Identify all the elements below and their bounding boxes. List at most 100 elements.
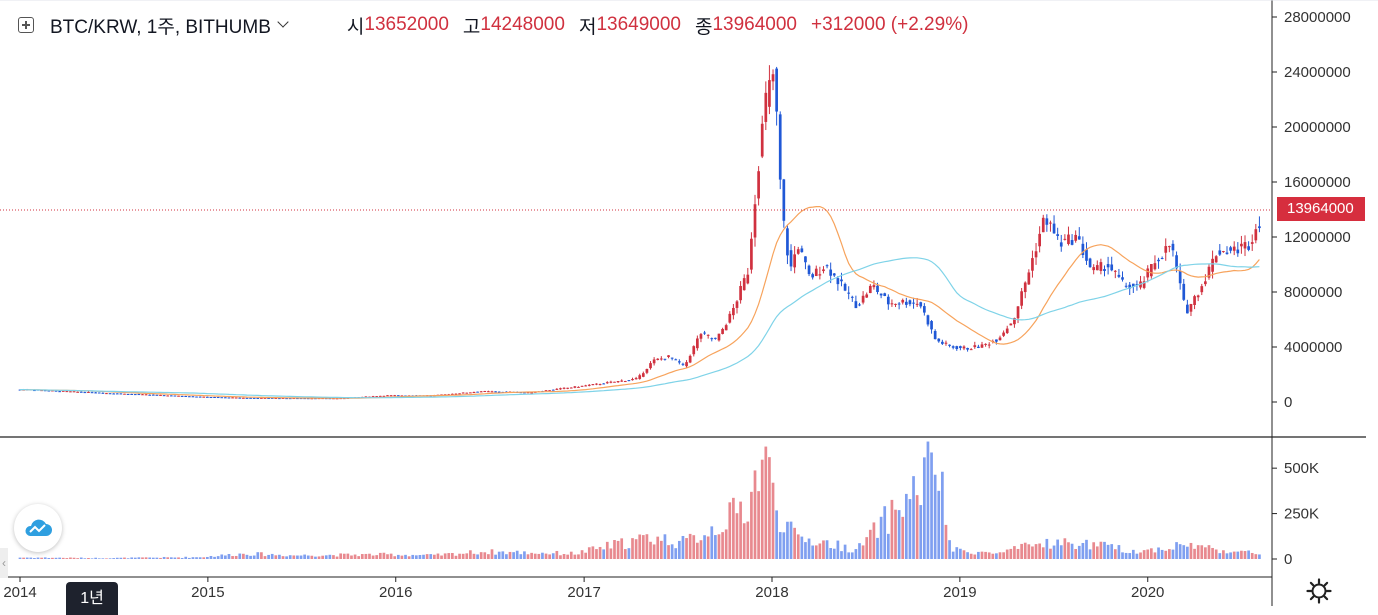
candle-body: [90, 392, 94, 394]
volume-bar: [1250, 552, 1254, 559]
volume-bar: [991, 553, 995, 559]
volume-bar: [1218, 553, 1222, 559]
candle-body: [1099, 262, 1103, 271]
volume-bar: [865, 537, 869, 559]
volume-bar: [537, 553, 541, 559]
timeframe-button[interactable]: 1년: [66, 582, 118, 615]
volume-bar: [141, 557, 144, 559]
candle-body: [667, 355, 670, 358]
volume-bar: [649, 541, 652, 559]
candle-body: [980, 344, 984, 348]
candle-body: [843, 283, 847, 291]
volume-bar: [285, 556, 288, 559]
volume-bar: [631, 538, 634, 559]
candle-body: [883, 293, 887, 296]
last-price-tag: 13964000: [1277, 197, 1365, 221]
volume-bar: [1113, 549, 1117, 559]
volume-bar: [1247, 550, 1250, 559]
candle-body: [58, 391, 61, 393]
tradingview-logo[interactable]: [14, 504, 62, 552]
volume-bar: [432, 554, 436, 559]
volume-bar: [1232, 551, 1236, 559]
volume-bar: [1236, 551, 1240, 559]
volume-bar: [252, 555, 256, 559]
candle-body: [141, 394, 144, 396]
volume-bar: [645, 534, 649, 559]
symbol-label[interactable]: BTC/KRW, 1주, BITHUMB: [50, 16, 271, 38]
volume-bar: [577, 554, 580, 559]
volume-bar: [836, 540, 840, 559]
volume-bar: [234, 555, 238, 559]
volume-bar: [429, 554, 433, 559]
candle-body: [638, 375, 642, 379]
volume-bar: [40, 557, 43, 559]
volume-bar: [966, 552, 969, 559]
close-label: 종: [694, 16, 713, 38]
volume-bar: [602, 549, 606, 559]
candle-body: [465, 392, 469, 394]
volume-bar: [1034, 544, 1038, 559]
price-tick-label: 0: [1284, 394, 1292, 411]
volume-bar: [897, 510, 901, 559]
candle-body: [962, 346, 966, 349]
candle-body: [242, 397, 245, 399]
volume-bar: [274, 555, 278, 559]
volume-bar: [1110, 544, 1114, 559]
candle-body: [868, 285, 872, 294]
scroll-left-handle[interactable]: ‹: [0, 548, 8, 578]
volume-bar: [216, 556, 220, 559]
candle-body: [937, 338, 941, 342]
volume-bar: [1045, 538, 1049, 559]
candle-body: [469, 392, 472, 394]
candle-body: [609, 381, 613, 383]
candle-body: [724, 325, 728, 331]
volume-bar: [800, 536, 804, 559]
moving-average-short: [20, 206, 1260, 399]
candle-body: [285, 398, 288, 400]
volume-bar: [505, 554, 508, 559]
volume-bar: [746, 521, 750, 559]
candle-body: [1038, 233, 1041, 247]
candle-body: [234, 397, 238, 399]
candle-body: [1131, 283, 1135, 287]
gear-icon[interactable]: [1306, 578, 1332, 604]
candle-body: [494, 391, 497, 393]
volume-bar: [710, 526, 714, 559]
volume-bar: [587, 547, 591, 559]
volume-bar: [1020, 543, 1023, 559]
volume-bar: [850, 552, 854, 559]
volume-bar: [1052, 545, 1056, 559]
candle-body: [1175, 255, 1178, 269]
volume-bar: [342, 553, 346, 559]
volume-bar: [33, 558, 36, 559]
volume-bar: [368, 553, 371, 559]
candle-body: [836, 278, 840, 285]
volume-bar: [890, 499, 894, 559]
volume-bar: [1117, 545, 1121, 559]
candle-body: [206, 396, 209, 398]
volume-bar: [919, 505, 923, 559]
volume-bar: [706, 536, 710, 559]
candle-body: [814, 268, 818, 277]
volume-bar: [144, 557, 148, 559]
volume-bar: [598, 546, 602, 559]
candle-body: [1059, 242, 1063, 247]
expand-icon[interactable]: [18, 17, 34, 33]
candle-body: [33, 390, 36, 392]
volume-bar: [984, 551, 987, 559]
candle-body: [1142, 281, 1146, 288]
candle-body: [605, 382, 609, 384]
candle-body: [454, 393, 458, 395]
candle-body: [692, 346, 696, 355]
volume-bar: [1124, 552, 1128, 559]
volume-bar: [101, 558, 105, 559]
candle-body: [1168, 246, 1171, 248]
chevron-down-icon[interactable]: [277, 16, 289, 28]
candle-body: [1178, 270, 1182, 284]
volume-bar: [1135, 553, 1139, 559]
volume-bar: [998, 552, 1002, 559]
volume-bar: [732, 497, 735, 559]
volume-bar: [65, 558, 69, 559]
candle-body: [523, 392, 526, 394]
